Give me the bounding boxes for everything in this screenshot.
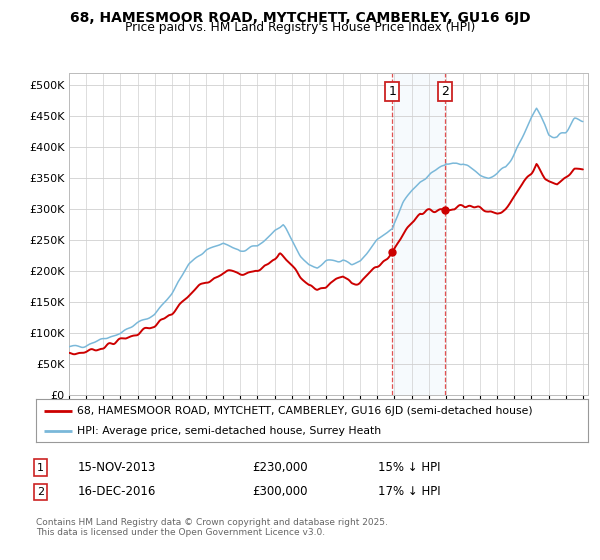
Text: Contains HM Land Registry data © Crown copyright and database right 2025.
This d: Contains HM Land Registry data © Crown c… [36, 518, 388, 538]
Text: 16-DEC-2016: 16-DEC-2016 [78, 485, 157, 498]
Text: 2: 2 [441, 85, 449, 98]
Text: 68, HAMESMOOR ROAD, MYTCHETT, CAMBERLEY, GU16 6JD: 68, HAMESMOOR ROAD, MYTCHETT, CAMBERLEY,… [70, 11, 530, 25]
Text: £230,000: £230,000 [252, 461, 308, 474]
Text: 17% ↓ HPI: 17% ↓ HPI [378, 485, 440, 498]
Text: 68, HAMESMOOR ROAD, MYTCHETT, CAMBERLEY, GU16 6JD (semi-detached house): 68, HAMESMOOR ROAD, MYTCHETT, CAMBERLEY,… [77, 405, 533, 416]
Text: Price paid vs. HM Land Registry's House Price Index (HPI): Price paid vs. HM Land Registry's House … [125, 21, 475, 34]
Text: 15-NOV-2013: 15-NOV-2013 [78, 461, 157, 474]
Text: HPI: Average price, semi-detached house, Surrey Heath: HPI: Average price, semi-detached house,… [77, 426, 382, 436]
Text: 15% ↓ HPI: 15% ↓ HPI [378, 461, 440, 474]
Bar [392, 73, 445, 395]
Text: £300,000: £300,000 [252, 485, 308, 498]
Text: 1: 1 [388, 85, 397, 98]
Text: 1: 1 [37, 463, 44, 473]
Text: 2: 2 [37, 487, 44, 497]
